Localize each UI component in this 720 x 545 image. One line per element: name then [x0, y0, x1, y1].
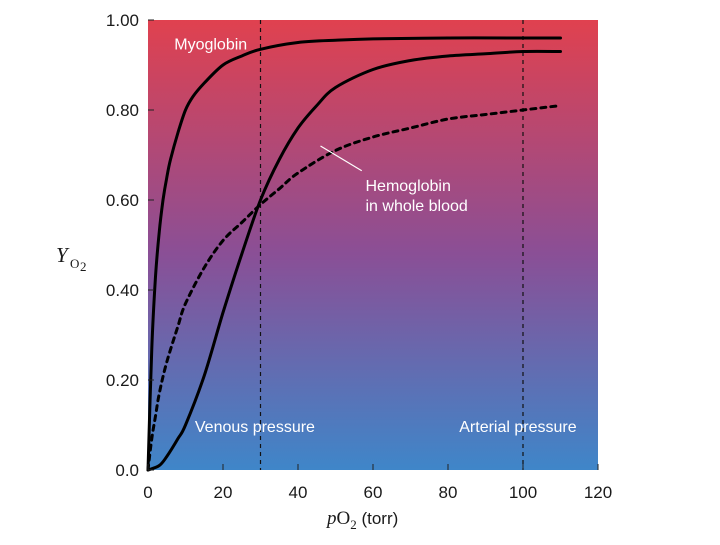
- y-tick-label: 1.00: [106, 11, 139, 30]
- x-tick-label: 20: [214, 483, 233, 502]
- y-axis-label-subsub: 2: [80, 259, 87, 274]
- hemoglobin-curve: [146, 49, 562, 472]
- y-tick-label: 0.0: [115, 461, 139, 480]
- annotation-label-0: Myoglobin: [174, 36, 247, 53]
- myoglobin-curve: [146, 36, 562, 472]
- annotation-pointer: [320, 145, 363, 172]
- annotation-label-3: Arterial pressure: [459, 419, 576, 436]
- x-tick-label: 60: [364, 483, 383, 502]
- x-tick-label: 100: [509, 483, 537, 502]
- x-tick-label: 80: [439, 483, 458, 502]
- y-tick-label: 0.20: [106, 371, 139, 390]
- y-tick-label: 0.80: [106, 101, 139, 120]
- annotation-label-2: Venous pressure: [195, 419, 315, 436]
- y-axis-label-sub: O: [70, 256, 79, 271]
- plot-background: [148, 20, 598, 470]
- x-tick-label: 40: [289, 483, 308, 502]
- x-tick-label: 0: [143, 483, 152, 502]
- y-tick-label: 0.60: [106, 191, 139, 210]
- x-tick-label: 120: [584, 483, 612, 502]
- x-axis-label: pO2 (torr): [325, 508, 398, 532]
- annotation-label-1: Hemoglobin in whole blood: [366, 178, 468, 215]
- hemoglobin-whole-blood-curve: [146, 104, 562, 472]
- y-tick-label: 0.40: [106, 281, 139, 300]
- y-axis-label: Y: [56, 243, 70, 267]
